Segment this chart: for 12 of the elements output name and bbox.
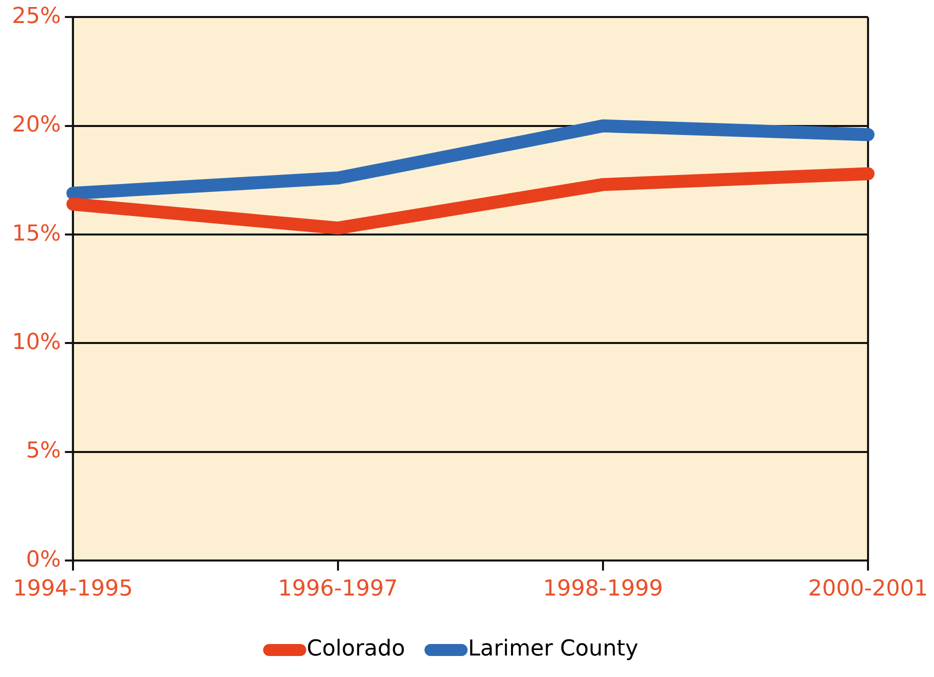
legend-label: Larimer County bbox=[468, 636, 638, 662]
y-tick-label: 5% bbox=[26, 438, 61, 464]
legend-label: Colorado bbox=[306, 636, 406, 662]
x-tick-label: 2000-2001 bbox=[808, 576, 928, 602]
y-tick-label: 10% bbox=[12, 330, 61, 355]
y-tick-label: 15% bbox=[12, 221, 61, 246]
x-tick-label: 1998-1999 bbox=[543, 576, 663, 602]
y-tick-label: 20% bbox=[12, 112, 61, 138]
x-tick-label: 1994-1995 bbox=[12, 576, 133, 602]
y-tick-label: 0% bbox=[26, 547, 61, 572]
y-tick-label: 25% bbox=[12, 4, 61, 29]
x-tick-label: 1996-1997 bbox=[278, 576, 398, 602]
